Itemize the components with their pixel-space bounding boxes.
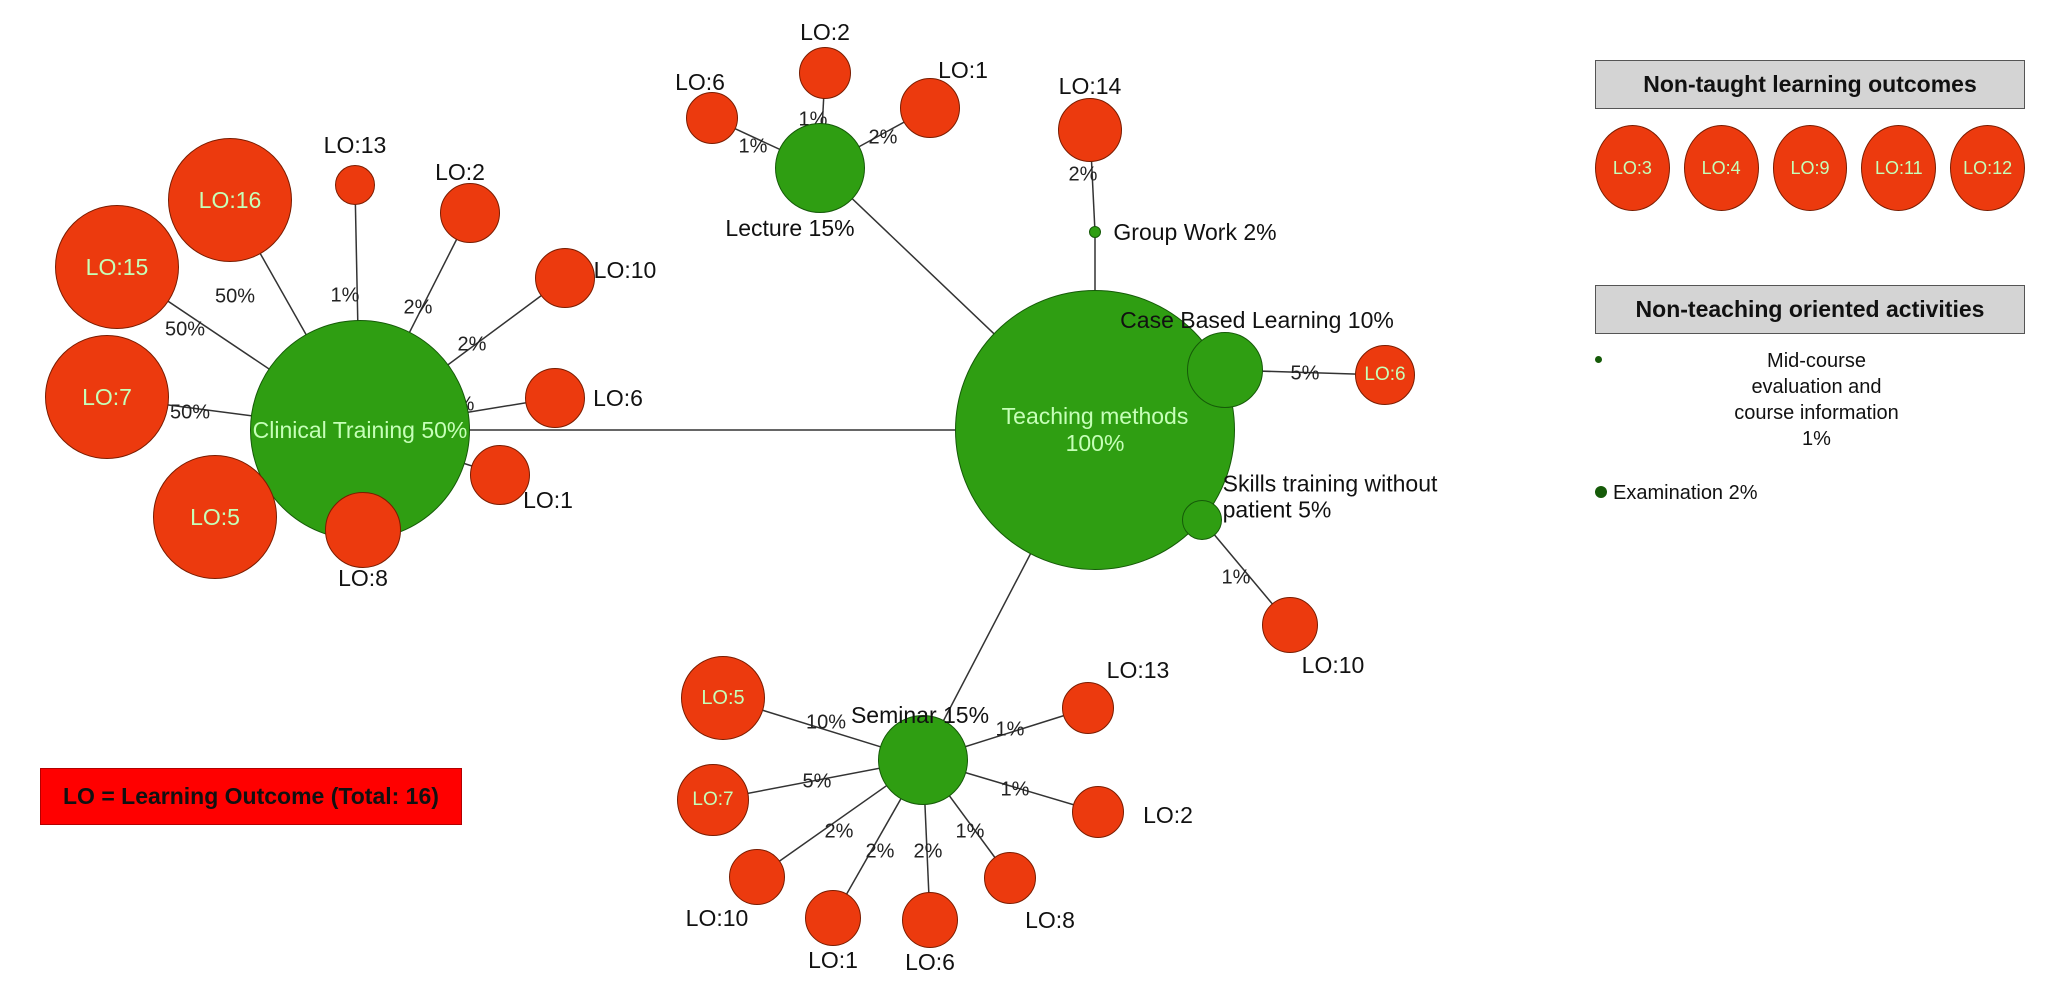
node-lo-16[interactable]: LO:16 [168,138,292,262]
dot-icon-mid-course [1595,356,1602,363]
node-lo-7-seminar[interactable]: LO:7 [677,764,749,836]
label-lo-5-seminar: LO:5 [701,687,744,710]
label-lo-6-clinical-outside: LO:6 [593,385,643,411]
node-lo-2-clinical[interactable] [440,183,500,243]
node-lo-6-seminar[interactable] [902,892,958,948]
label-lo-15-clinical: LO:15 [86,254,149,281]
edge-label: 2% [914,841,943,864]
node-lo-7-clinical[interactable]: LO:7 [45,335,169,459]
edge-label: 2% [458,334,487,357]
label-lo-8-clinical-outside: LO:8 [338,565,388,591]
label-lo-13-seminar-outside: LO:13 [1107,657,1170,683]
node-lo-2-lecture[interactable] [799,47,851,99]
node-lo-1-clinical[interactable] [470,445,530,505]
label-lo-14-outside: LO:14 [1059,73,1122,99]
node-label-clinical-training: Clinical Training 50% [253,417,468,444]
dot-icon-examination [1595,486,1607,498]
node-lo-8-clinical[interactable] [325,492,401,568]
label-examination: Examination 2% [1613,480,1758,506]
label-lo-1-clinical-outside: LO:1 [523,487,573,513]
node-lo-14[interactable] [1058,98,1122,162]
label-lo-2-seminar-outside: LO:2 [1143,802,1193,828]
edge-label: 2% [404,297,433,320]
edge-label: 50% [170,402,210,425]
panel-non-teaching-activities: Non-teaching oriented activities Mid-cou… [1595,285,2025,506]
edge-label: 50% [165,319,205,342]
node-lo-13-clinical[interactable] [335,165,375,205]
label-lecture-outside: Lecture 15% [725,215,854,241]
label-lo-2-clinical-outside: LO:2 [435,159,485,185]
label-lo-10-seminar-outside: LO:10 [686,905,749,931]
label-lo-7-clinical: LO:7 [82,384,132,411]
edge-label: 1% [996,719,1025,742]
label-lo-13-clinical-outside: LO:13 [324,132,387,158]
non-taught-items-row: LO:3 LO:4 LO:9 LO:11 LO:12 [1595,125,2025,211]
node-lo-6-lecture[interactable] [686,92,738,144]
legend-total-lo: LO = Learning Outcome (Total: 16) [40,768,462,825]
edge-label: 50% [215,286,255,309]
edge-label: 2% [869,127,898,150]
panel-non-taught-outcomes: Non-taught learning outcomes LO:3 LO:4 L… [1595,60,2025,211]
node-lo-non-taught-4[interactable]: LO:12 [1950,125,2025,211]
diagram-canvas: 50% 1% 2% 2% 2% 5% 5% 50% 50% 50% 1% 1% … [0,0,2059,1001]
edge-label: 10% [806,712,846,735]
panel-title-non-taught: Non-taught learning outcomes [1595,60,2025,109]
edge-label: 5% [803,771,832,794]
node-lo-2-seminar[interactable] [1072,786,1124,838]
node-lo-5-clinical[interactable]: LO:5 [153,455,277,579]
label-lo-1-lecture-outside: LO:1 [938,57,988,83]
node-label-teaching-methods: Teaching methods 100% [1002,403,1189,457]
legend-row-examination[interactable]: Examination 2% [1595,480,2025,506]
label-lo-6-lecture-outside: LO:6 [675,69,725,95]
label-lo-6-seminar-outside: LO:6 [905,949,955,975]
label-skills-training: Skills training without patient 5% [1223,471,1438,524]
label-lo-6-cbl: LO:6 [1364,364,1405,386]
edge-label: 5% [1291,363,1320,386]
node-skills-training[interactable] [1182,500,1222,540]
node-lo-10-skills[interactable] [1262,597,1318,653]
node-lo-non-taught-3[interactable]: LO:11 [1861,125,1936,211]
node-lo-5-seminar[interactable]: LO:5 [681,656,765,740]
edge-label: 2% [866,841,895,864]
label-total-lo: LO = Learning Outcome (Total: 16) [63,783,439,809]
edge-label: 1% [1001,779,1030,802]
node-lo-10-clinical[interactable] [535,248,595,308]
node-lo-6-cbl[interactable]: LO:6 [1355,345,1415,405]
node-group-work[interactable] [1089,226,1101,238]
label-lo-1-seminar-outside: LO:1 [808,947,858,973]
panel-title-non-teaching: Non-teaching oriented activities [1595,285,2025,334]
label-lo-16: LO:16 [199,187,262,214]
node-lo-non-taught-2[interactable]: LO:9 [1773,125,1848,211]
node-lecture[interactable] [775,123,865,213]
label-lo-8-seminar-outside: LO:8 [1025,907,1075,933]
label-lo-10-clinical-outside: LO:10 [594,257,657,283]
label-lo-2-lecture-outside: LO:2 [800,19,850,45]
node-lo-13-seminar[interactable] [1062,682,1114,734]
node-lo-15-clinical[interactable]: LO:15 [55,205,179,329]
edge-label: 1% [331,285,360,308]
node-lo-10-seminar[interactable] [729,849,785,905]
node-lo-non-taught-1[interactable]: LO:4 [1684,125,1759,211]
node-lo-non-taught-0[interactable]: LO:3 [1595,125,1670,211]
edge-label: 1% [739,136,768,159]
node-seminar[interactable] [878,715,968,805]
edge-label: 1% [956,821,985,844]
node-lo-1-lecture[interactable] [900,78,960,138]
label-lo-10-skills-outside: LO:10 [1302,652,1365,678]
label-mid-course: Mid-course evaluation and course informa… [1608,348,2025,452]
edge-label: 2% [1069,164,1098,187]
edge-label: 1% [1222,567,1251,590]
node-lo-6-clinical[interactable] [525,368,585,428]
label-lo-7-seminar: LO:7 [692,789,733,811]
label-group-work: Group Work 2% [1113,219,1276,245]
legend-row-mid-course[interactable]: Mid-course evaluation and course informa… [1595,348,2025,452]
label-lo-5-clinical: LO:5 [190,504,240,531]
edge-label: 2% [825,821,854,844]
node-lo-8-seminar[interactable] [984,852,1036,904]
node-lo-1-seminar[interactable] [805,890,861,946]
node-case-based-learning[interactable] [1187,332,1263,408]
